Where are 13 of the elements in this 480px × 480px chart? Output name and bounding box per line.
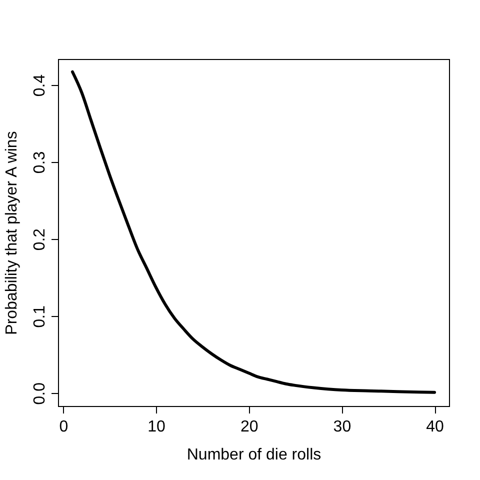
x-tick-label: 20 [240,418,258,436]
x-tick-label: 10 [148,418,166,436]
y-tick-label: 0.0 [32,382,48,405]
x-tick-label: 30 [333,418,352,436]
y-tick-label: 0.4 [32,74,48,97]
x-axis-title: Number of die rolls [186,446,322,464]
y-tick-label: 0.3 [32,151,48,174]
y-tick-label: 0.1 [32,305,48,328]
x-tick-label: 0 [59,418,68,436]
x-tick-label: 40 [426,418,444,436]
line-series [70,70,436,394]
y-axis-title: Probability that player A wins [4,131,20,335]
y-tick-label: 0.2 [32,228,48,251]
